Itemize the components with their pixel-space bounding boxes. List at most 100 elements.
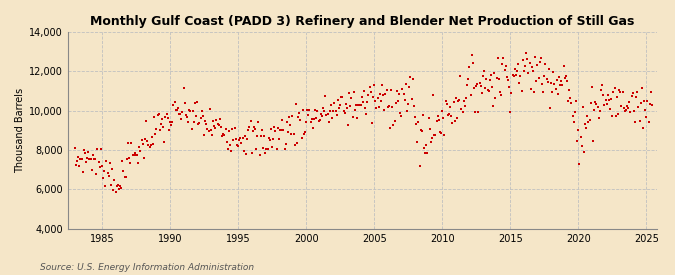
Point [226,149,237,154]
Point [554,74,564,79]
Point [118,168,129,173]
Point [260,150,271,155]
Point [237,136,248,141]
Point [539,74,549,78]
Point [630,120,641,124]
Point [593,115,604,120]
Point [185,109,196,113]
Point [325,109,335,114]
Point [218,131,229,136]
Point [162,116,173,120]
Point [95,147,106,151]
Point [161,112,172,116]
Point [355,103,366,107]
Point [590,100,601,104]
Point [516,89,527,93]
Point [333,98,344,102]
Point [195,115,206,120]
Point [272,126,283,131]
Point [545,105,556,110]
Point [478,73,489,78]
Point [281,120,292,125]
Point [640,108,651,112]
Point [528,69,539,73]
Point [210,126,221,131]
Point [308,125,319,130]
Point [95,165,105,169]
Point [182,115,192,119]
Point [173,106,184,110]
Point [343,123,354,127]
Point [320,94,331,98]
Point [460,96,471,100]
Point [280,142,291,146]
Point [84,156,95,161]
Point [315,118,325,123]
Point [453,99,464,103]
Point [431,119,442,124]
Point [263,136,274,141]
Point [103,174,114,179]
Point [550,87,561,91]
Point [350,108,360,112]
Point [135,148,146,153]
Point [503,77,514,82]
Point [348,90,359,94]
Point [645,90,656,94]
Point [292,140,302,145]
Point [610,114,621,118]
Point [394,92,404,97]
Point [192,99,202,104]
Point [632,90,643,94]
Point [85,157,96,162]
Point [113,187,124,191]
Point [275,128,286,132]
Point [227,127,238,131]
Point [396,113,407,118]
Point [487,85,497,89]
Point [473,109,484,114]
Point [328,109,339,113]
Point [234,138,244,142]
Point [470,110,481,115]
Point [223,147,234,152]
Point [70,146,80,151]
Point [432,114,443,119]
Point [325,102,336,107]
Point [450,96,461,100]
Point [364,85,375,90]
Point [115,184,126,189]
Point [169,100,180,104]
Point [556,79,567,83]
Point [265,127,276,132]
Point [287,114,298,118]
Point [157,117,167,121]
Point [128,153,139,157]
Point [238,149,249,153]
Point [111,184,122,188]
Point [517,58,528,62]
Point [416,129,427,133]
Point [413,120,424,125]
Point [506,90,517,95]
Point [595,88,606,93]
Point [88,157,99,161]
Point [105,161,115,165]
Point [153,112,164,116]
Point [467,60,478,65]
Point [510,73,521,77]
Point [489,71,500,75]
Point [612,95,622,100]
Point [647,103,657,108]
Point [641,115,652,119]
Point [137,142,148,146]
Point [323,120,334,124]
Point [549,82,560,87]
Point [219,133,230,138]
Point [254,153,265,157]
Point [645,101,655,106]
Point [235,135,246,140]
Point [212,121,223,126]
Point [194,120,205,125]
Point [423,116,434,120]
